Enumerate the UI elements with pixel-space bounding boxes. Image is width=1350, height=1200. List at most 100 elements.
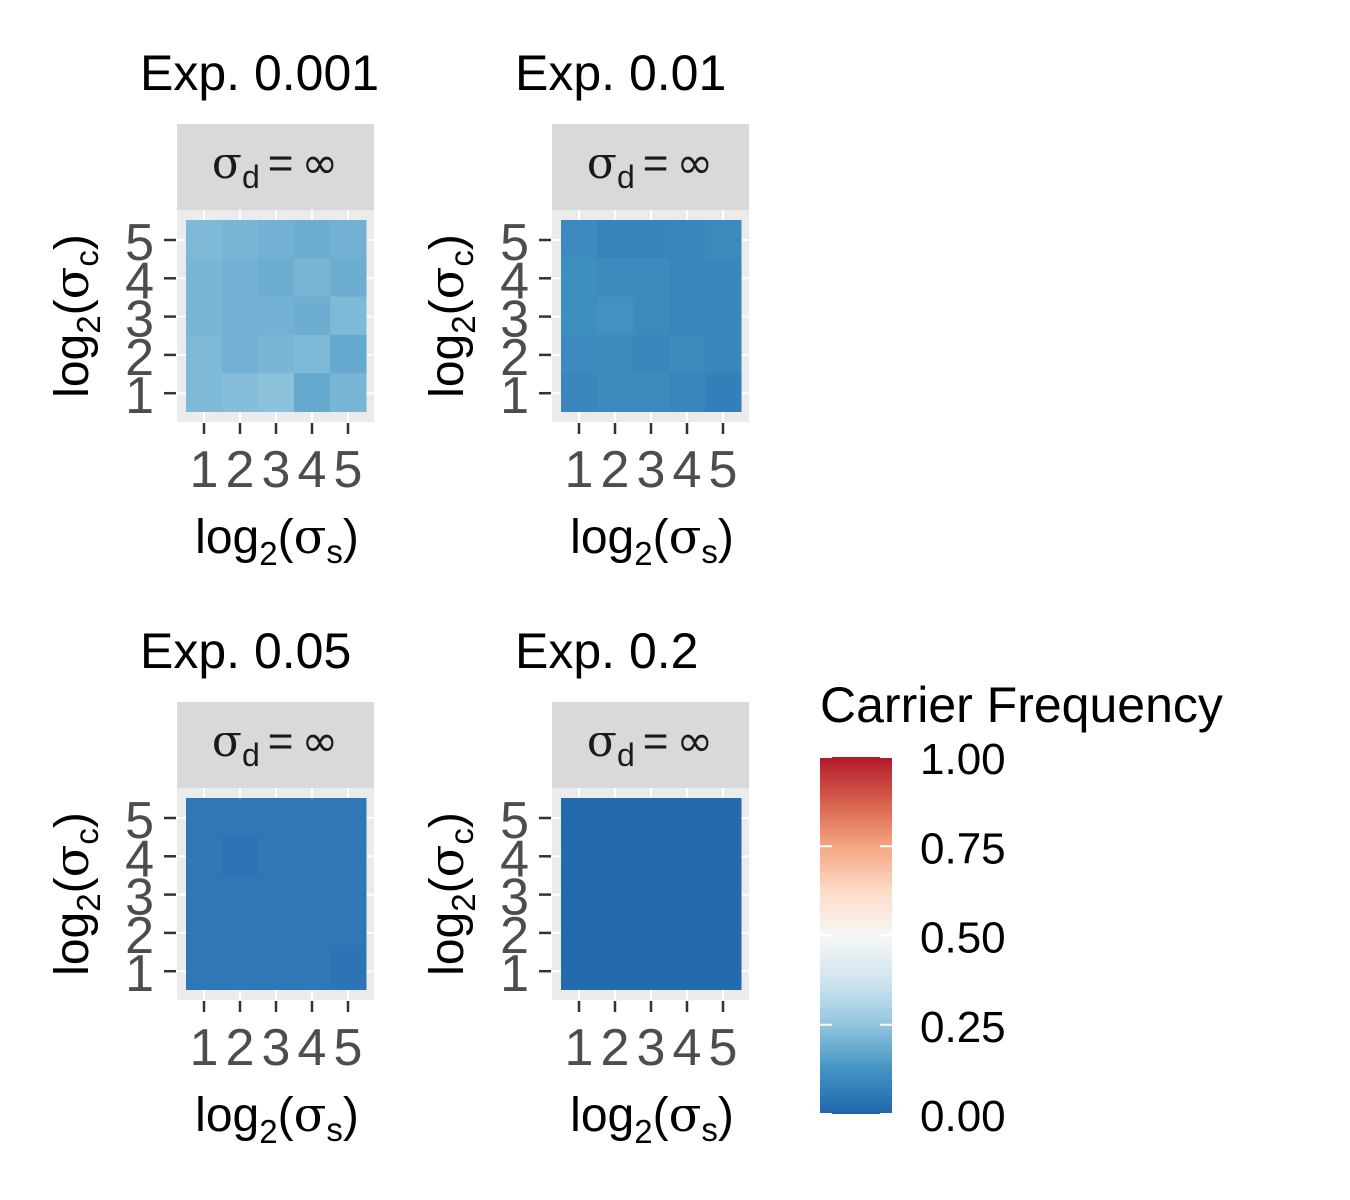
heatmap-cell (222, 220, 259, 259)
heatmap-cell (258, 258, 295, 298)
x-tick-label: 4 (298, 1019, 327, 1077)
heatmap-cell (330, 220, 367, 259)
x-tick-label: 5 (334, 1019, 363, 1077)
heatmap-cell (633, 258, 670, 298)
heatmap-cell (258, 296, 295, 336)
heatmap-cell (258, 912, 295, 952)
heatmap-cell (669, 874, 706, 914)
heatmap-cell (294, 220, 331, 259)
heatmap-cell (561, 836, 598, 876)
x-tick-label: 3 (262, 441, 291, 499)
heatmap-cell (258, 220, 295, 259)
heatmap-cell (186, 836, 223, 876)
y-tick-label: 2 (125, 907, 154, 965)
facet-strip-label: σd = ∞ (587, 138, 713, 195)
heatmap-cell (186, 220, 223, 259)
facet-strip (177, 124, 374, 210)
heatmap-cell (705, 912, 742, 952)
legend-title: Carrier Frequency (820, 677, 1223, 733)
y-tick-label: 1 (500, 367, 529, 425)
heatmap-cell (294, 373, 331, 412)
heatmap-cell (669, 951, 706, 990)
heatmap-cell (258, 334, 295, 374)
heatmap-cell (597, 373, 634, 412)
y-tick-label: 2 (125, 329, 154, 387)
heatmap-cell (294, 258, 331, 298)
x-tick-label: 5 (709, 441, 738, 499)
heatmap-cell (258, 874, 295, 914)
heatmap-cell (561, 296, 598, 336)
legend: Carrier Frequency 1.00 0.75 0.50 0.25 0.00 (820, 677, 1223, 1141)
heatmap-cell (633, 874, 670, 914)
heatmap-cell (330, 874, 367, 914)
heatmap-cell (561, 798, 598, 837)
heatmap-cell (222, 373, 259, 412)
y-tick-label: 4 (500, 830, 529, 888)
y-tick-label: 5 (125, 792, 154, 850)
x-axis-label: log2(σs) (570, 509, 734, 572)
x-tick-label: 3 (637, 441, 666, 499)
heatmap-cell (597, 836, 634, 876)
heatmap-cell (561, 373, 598, 412)
x-tick-label: 4 (673, 441, 702, 499)
x-tick-label: 4 (673, 1019, 702, 1077)
x-tick-label: 2 (226, 441, 255, 499)
heatmap-cell (633, 296, 670, 336)
heatmap-cell (561, 220, 598, 259)
legend-tick-label: 0.00 (920, 1092, 1006, 1141)
heatmap-cell (705, 874, 742, 914)
y-tick-label: 4 (125, 830, 154, 888)
x-tick-label: 1 (190, 1019, 219, 1077)
x-tick-label: 1 (565, 441, 594, 499)
heatmap-cell (186, 874, 223, 914)
heatmap-cell (330, 296, 367, 336)
heatmap-cell (669, 798, 706, 837)
x-tick-label: 5 (709, 1019, 738, 1077)
heatmap-cell (633, 912, 670, 952)
heatmap-cell (669, 220, 706, 259)
y-tick-label: 3 (500, 869, 529, 927)
panel-title: Exp. 0.01 (515, 45, 726, 101)
heatmap-cell (597, 912, 634, 952)
heatmap-cell (705, 220, 742, 259)
heatmap-cell (222, 296, 259, 336)
heatmap-cell (222, 874, 259, 914)
x-tick-label: 2 (601, 441, 630, 499)
heatmap-cell (705, 334, 742, 374)
heatmap-cell (222, 836, 259, 876)
heatmap-cell (561, 334, 598, 374)
heatmap-cell (258, 951, 295, 990)
panel-title: Exp. 0.2 (515, 623, 698, 679)
heatmap-cell (222, 951, 259, 990)
facet-strip (177, 702, 374, 788)
heatmap-cell (597, 220, 634, 259)
heatmap-cell (186, 951, 223, 990)
y-axis-label: log2(σc) (419, 234, 482, 398)
heatmap-cell (705, 296, 742, 336)
heatmap-cell (597, 296, 634, 336)
heatmap-cell (633, 798, 670, 837)
heatmap-cell (705, 258, 742, 298)
heatmap-cell (633, 836, 670, 876)
heatmap-cell (186, 798, 223, 837)
x-axis-label: log2(σs) (570, 1087, 734, 1150)
heatmap-cell (186, 296, 223, 336)
heatmap-cell (294, 912, 331, 952)
y-axis-label: log2(σc) (44, 234, 107, 398)
heatmap-cell (669, 836, 706, 876)
y-tick-label: 3 (500, 291, 529, 349)
heatmap-cell (330, 798, 367, 837)
heatmap-cell (294, 836, 331, 876)
heatmap-cell (561, 912, 598, 952)
facet-strip (552, 124, 749, 210)
heatmap-cell (669, 334, 706, 374)
panel-title: Exp. 0.001 (140, 45, 379, 101)
x-tick-label: 5 (334, 441, 363, 499)
y-tick-label: 5 (500, 214, 529, 272)
y-tick-label: 1 (500, 945, 529, 1003)
x-tick-label: 1 (565, 1019, 594, 1077)
heatmap-cell (633, 220, 670, 259)
heatmap-cell (222, 334, 259, 374)
y-tick-label: 2 (500, 907, 529, 965)
x-axis-label: log2(σs) (195, 509, 359, 572)
